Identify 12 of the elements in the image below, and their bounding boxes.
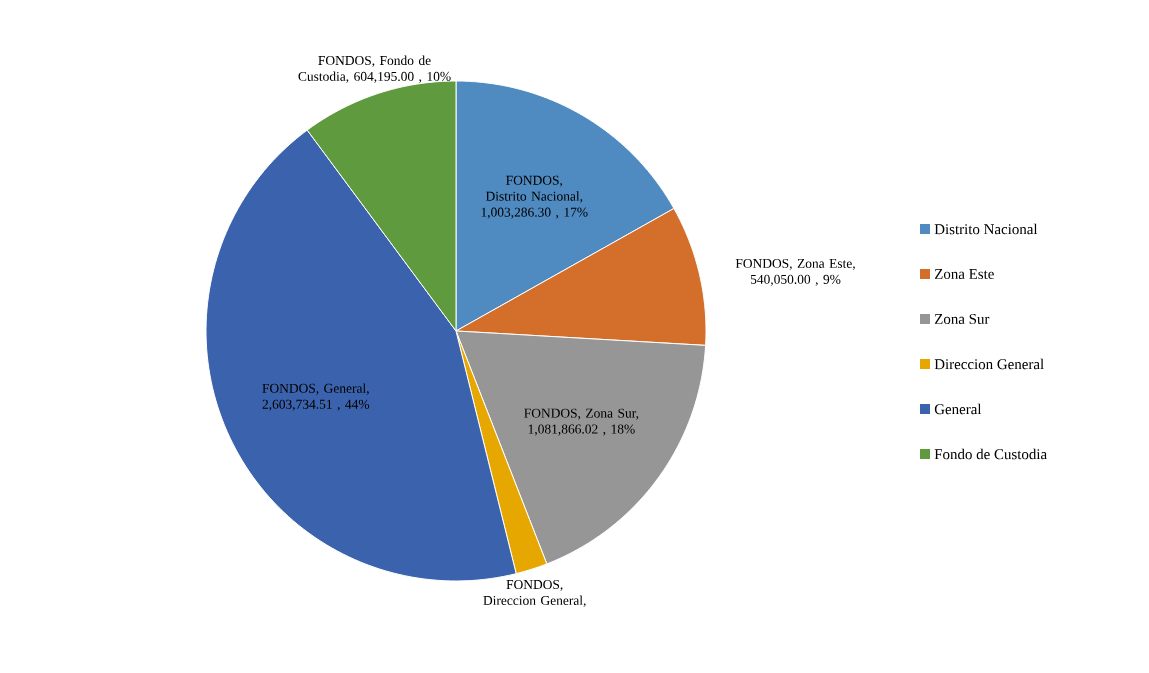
legend-label: Zona Este: [934, 269, 994, 279]
data-label: FONDOS, Zona Sur, 1,081,866.02 , 18%: [524, 408, 639, 436]
data-label: FONDOS, General, 2,603,734.51 , 44%: [262, 383, 370, 411]
data-label: FONDOS, Distrito Nacional, 1,003,286.30 , 17%: [481, 175, 588, 219]
data-label: FONDOS, Direccion General,: [483, 580, 586, 607]
legend-label: Distrito Nacional: [934, 223, 1038, 235]
legend-label: Fondo de Custodia: [934, 448, 1047, 460]
data-label: FONDOS, Fondo de Custodia, 604,195.00 , 10%: [298, 55, 451, 83]
data-label: FONDOS, Zona Este, 540,050.00 , 9%: [735, 258, 855, 286]
legend-label: General: [934, 403, 982, 415]
legend-label: Direccion General: [934, 358, 1044, 370]
legend-label: Zona Sur: [934, 313, 990, 325]
